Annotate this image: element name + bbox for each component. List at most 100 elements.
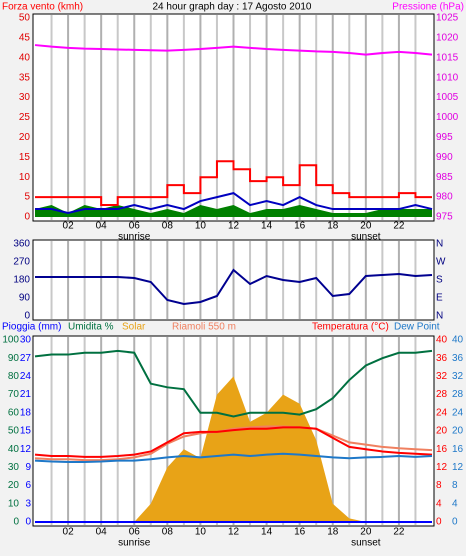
y-tick-label: E (436, 293, 443, 304)
legend-label: Forza vento (kmh) (2, 2, 83, 13)
series-line (34, 426, 433, 458)
x-tick-label: 18 (327, 527, 339, 538)
y-tick-label: 0 (452, 517, 458, 528)
y-tick-label: 30 (8, 462, 20, 473)
y-tick-label: 16 (436, 444, 448, 455)
annotation: sunset (351, 538, 381, 549)
x-tick-label: 02 (63, 527, 75, 538)
y-tick-label: 80 (8, 371, 20, 382)
x-tick-label: 10 (195, 221, 207, 232)
y-tick-label: 20 (436, 426, 448, 437)
y-tick-label: 1005 (436, 92, 459, 103)
y-tick-label: 990 (436, 152, 453, 163)
y-tick-label: 45 (19, 33, 31, 44)
x-tick-label: 20 (360, 221, 372, 232)
y-tick-label: 5 (24, 192, 30, 203)
y-tick-label: 50 (8, 426, 20, 437)
y-tick-label: 975 (436, 212, 453, 223)
y-tick-label: 30 (19, 92, 31, 103)
series-line (35, 160, 432, 207)
y-tick-label: 18 (20, 407, 32, 418)
y-tick-label: N (436, 311, 443, 322)
y-tick-label: 15 (19, 152, 31, 163)
x-tick-label: 06 (129, 527, 141, 538)
y-tick-label: 0 (13, 517, 19, 528)
x-tick-label: 22 (393, 527, 405, 538)
y-tick-label: 16 (452, 444, 464, 455)
x-tick-label: 12 (228, 527, 240, 538)
legend-label: Temperatura (°C) (312, 322, 389, 333)
y-tick-label: 35 (19, 72, 31, 83)
y-tick-label: 4 (452, 498, 458, 509)
y-tick-label: 24 (452, 407, 464, 418)
y-tick-label: 40 (19, 52, 31, 63)
y-tick-label: 20 (8, 480, 20, 491)
y-tick-label: 985 (436, 172, 453, 183)
y-tick-label: 40 (8, 444, 20, 455)
y-tick-label: 24 (20, 371, 32, 382)
y-tick-label: 100 (2, 335, 19, 346)
series-line (35, 268, 433, 306)
y-tick-label: 30 (20, 335, 32, 346)
annotation: sunset (351, 232, 381, 243)
x-tick-label: 16 (294, 527, 306, 538)
y-tick-label: 6 (25, 480, 31, 491)
x-tick-label: 20 (360, 527, 372, 538)
legend-label: Riamoli 550 m (172, 322, 236, 333)
y-tick-label: 12 (20, 444, 32, 455)
series-line (35, 192, 433, 215)
y-tick-label: 180 (13, 275, 30, 286)
y-tick-label: 980 (436, 192, 453, 203)
y-tick-label: 995 (436, 132, 453, 143)
y-tick-label: 36 (452, 353, 464, 364)
y-tick-label: 70 (8, 389, 20, 400)
y-tick-label: 28 (452, 389, 464, 400)
legend-label: Pioggia (mm) (2, 322, 61, 333)
y-tick-label: 360 (13, 239, 30, 250)
y-tick-label: 1010 (436, 72, 459, 83)
y-tick-label: 60 (8, 407, 20, 418)
y-tick-label: 1015 (436, 52, 459, 63)
y-tick-label: 28 (436, 389, 448, 400)
annotation: sunrise (118, 232, 151, 243)
x-tick-label: 14 (261, 221, 273, 232)
y-tick-label: 1000 (436, 112, 459, 123)
y-tick-label: 15 (20, 426, 32, 437)
chart-title: 24 hour graph day : 17 Agosto 2010 (152, 2, 311, 13)
y-tick-label: 8 (436, 480, 442, 491)
series-line (34, 44, 433, 56)
annotation: sunrise (118, 538, 151, 549)
series-area (35, 205, 432, 217)
y-tick-label: 27 (20, 353, 32, 364)
y-tick-label: 21 (20, 389, 32, 400)
x-tick-label: 04 (96, 527, 108, 538)
y-tick-label: 8 (452, 480, 458, 491)
x-tick-label: 08 (162, 221, 174, 232)
y-tick-label: 9 (25, 462, 31, 473)
y-tick-label: 1025 (436, 13, 459, 24)
x-tick-label: 14 (261, 527, 273, 538)
series-area (35, 376, 432, 522)
y-tick-label: 10 (19, 172, 31, 183)
y-tick-label: 36 (436, 353, 448, 364)
y-tick-label: 4 (436, 498, 442, 509)
y-tick-label: 90 (8, 353, 20, 364)
legend-label: Dew Point (394, 322, 440, 333)
x-tick-label: 02 (63, 221, 75, 232)
x-tick-label: 22 (393, 221, 405, 232)
y-tick-label: W (436, 257, 446, 268)
y-tick-label: 32 (436, 371, 448, 382)
y-tick-label: 90 (19, 293, 31, 304)
y-tick-label: S (436, 275, 443, 286)
x-tick-label: 06 (129, 221, 141, 232)
x-tick-label: 04 (96, 221, 108, 232)
x-tick-label: 18 (327, 221, 339, 232)
series-line (34, 425, 433, 462)
y-tick-label: 20 (452, 426, 464, 437)
x-tick-label: 12 (228, 221, 240, 232)
x-tick-label: 08 (162, 527, 174, 538)
y-tick-label: 50 (19, 13, 31, 24)
y-tick-label: 1020 (436, 33, 459, 44)
x-tick-label: 10 (195, 527, 207, 538)
y-tick-label: 40 (436, 335, 448, 346)
